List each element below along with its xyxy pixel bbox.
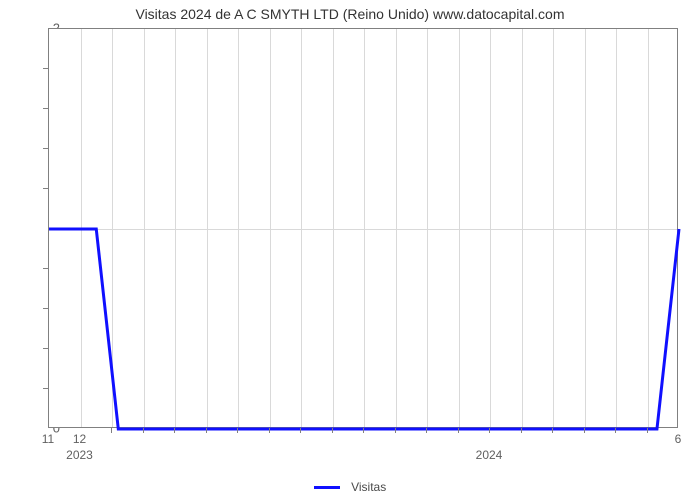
x-axis-minor-tick [332,428,333,433]
x-axis-minor-tick [237,428,238,433]
x-axis-minor-tick [206,428,207,433]
x-axis-minor-tick [269,428,270,433]
x-axis-minor-tick [143,428,144,433]
x-axis-year-label: 2024 [476,448,503,462]
x-axis-minor-tick [395,428,396,433]
x-axis-minor-tick [300,428,301,433]
x-axis-minor-tick [174,428,175,433]
x-axis-month-label: 11 [42,432,54,446]
x-axis-minor-tick [363,428,364,433]
x-axis-month-label: 12 [73,432,86,446]
x-axis-minor-tick [647,428,648,433]
legend-swatch [314,486,340,489]
legend: Visitas [0,480,700,494]
x-axis-minor-tick [426,428,427,433]
plot-holder [48,28,678,428]
x-axis-month-label: 6 [675,432,682,446]
x-axis-minor-tick [521,428,522,433]
x-axis-minor-tick [111,428,112,433]
x-axis-minor-tick [615,428,616,433]
legend-label: Visitas [351,480,386,494]
chart-title: Visitas 2024 de A C SMYTH LTD (Reino Uni… [0,6,700,22]
series-line [49,29,679,429]
x-axis-minor-tick [489,428,490,433]
x-axis-minor-tick [584,428,585,433]
chart-container: Visitas 2024 de A C SMYTH LTD (Reino Uni… [0,0,700,500]
plot-area [48,28,678,428]
x-axis-minor-tick [552,428,553,433]
x-axis-minor-tick [458,428,459,433]
x-axis-year-label: 2023 [66,448,93,462]
